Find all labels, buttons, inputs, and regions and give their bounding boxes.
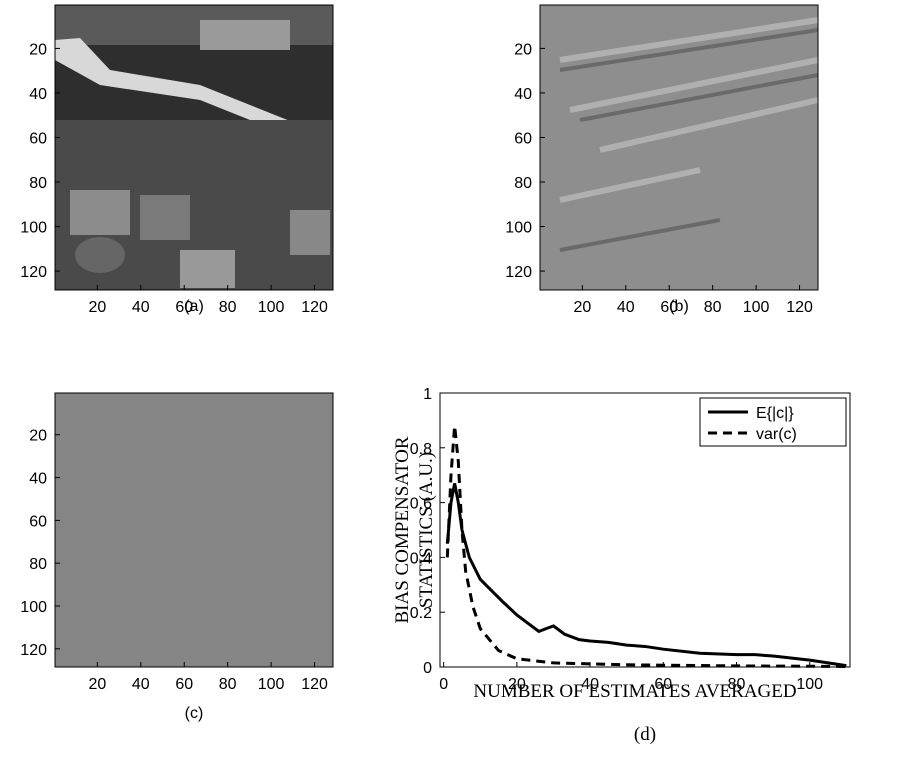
y-tick-label: 60 xyxy=(29,130,47,147)
x-tick-label: 0 xyxy=(439,676,448,693)
x-tick-label: 120 xyxy=(786,299,813,316)
x-tick-label: 60 xyxy=(175,676,193,693)
legend-label: var(c) xyxy=(756,426,797,443)
x-tick-label: 100 xyxy=(258,676,285,693)
y-tick-label: 40 xyxy=(29,471,47,488)
y-tick-label: 60 xyxy=(29,513,47,530)
y-tick-label: 20 xyxy=(29,428,47,445)
y-tick-label: 120 xyxy=(20,642,47,659)
plot-frame xyxy=(539,4,819,291)
y-tick-label: 100 xyxy=(20,220,47,237)
y-tick-label: 0.2 xyxy=(410,605,432,622)
x-tick-label: 20 xyxy=(88,299,106,316)
x-tick-label: 40 xyxy=(132,299,150,316)
x-tick-label: 80 xyxy=(728,676,746,693)
image-b xyxy=(540,5,819,290)
plot-frame xyxy=(439,392,851,668)
x-tick-label: 40 xyxy=(132,676,150,693)
y-tick-label: 60 xyxy=(514,130,532,147)
y-tick-label: 0.8 xyxy=(410,441,432,458)
y-axis-label: STATISTICS (A.U.) xyxy=(416,452,437,608)
y-axis-label: BIAS COMPENSATOR xyxy=(392,436,413,623)
line xyxy=(445,425,847,668)
y-tick-label: 20 xyxy=(29,41,47,58)
x-tick-label: 60 xyxy=(660,299,678,316)
x-tick-label: 60 xyxy=(175,299,193,316)
y-tick-label: 120 xyxy=(20,264,47,281)
y-tick-label: 80 xyxy=(29,556,47,573)
y-tick-label: 80 xyxy=(29,175,47,192)
caption: (a) xyxy=(184,298,204,315)
y-tick-label: 1 xyxy=(423,386,432,403)
y-tick-label: 0 xyxy=(423,660,432,677)
y-tick-label: 40 xyxy=(29,86,47,103)
x-tick-label: 100 xyxy=(743,299,770,316)
x-tick-label: 120 xyxy=(301,676,328,693)
y-tick-label: 0.4 xyxy=(410,550,432,567)
legend-label: E{|c|} xyxy=(756,405,794,422)
image-a xyxy=(55,5,333,290)
x-tick-label: 100 xyxy=(258,299,285,316)
y-tick-label: 120 xyxy=(505,264,532,281)
x-tick-label: 40 xyxy=(617,299,635,316)
x-tick-label: 100 xyxy=(796,676,823,693)
y-tick-label: 40 xyxy=(514,86,532,103)
y-tick-label: 100 xyxy=(505,220,532,237)
x-tick-label: 20 xyxy=(88,676,106,693)
y-tick-label: 80 xyxy=(514,175,532,192)
x-tick-label: 20 xyxy=(573,299,591,316)
caption: (b) xyxy=(669,298,689,315)
plot-frame xyxy=(54,392,334,668)
x-tick-label: 60 xyxy=(654,676,672,693)
x-tick-label: 40 xyxy=(581,676,599,693)
x-tick-label: 80 xyxy=(704,299,722,316)
x-axis-label: NUMBER OF ESTIMATES AVERAGED xyxy=(473,681,796,702)
line xyxy=(445,483,847,668)
x-tick-label: 20 xyxy=(508,676,526,693)
y-tick-label: 0.6 xyxy=(410,496,432,513)
caption: (d) xyxy=(634,724,656,745)
y-tick-label: 20 xyxy=(514,41,532,58)
x-tick-label: 80 xyxy=(219,676,237,693)
image-c xyxy=(55,393,333,667)
x-tick-label: 80 xyxy=(219,299,237,316)
x-tick-label: 120 xyxy=(301,299,328,316)
legend-box xyxy=(699,397,847,447)
plot-frame xyxy=(54,4,334,291)
y-tick-label: 100 xyxy=(20,599,47,616)
caption: (c) xyxy=(185,705,204,722)
